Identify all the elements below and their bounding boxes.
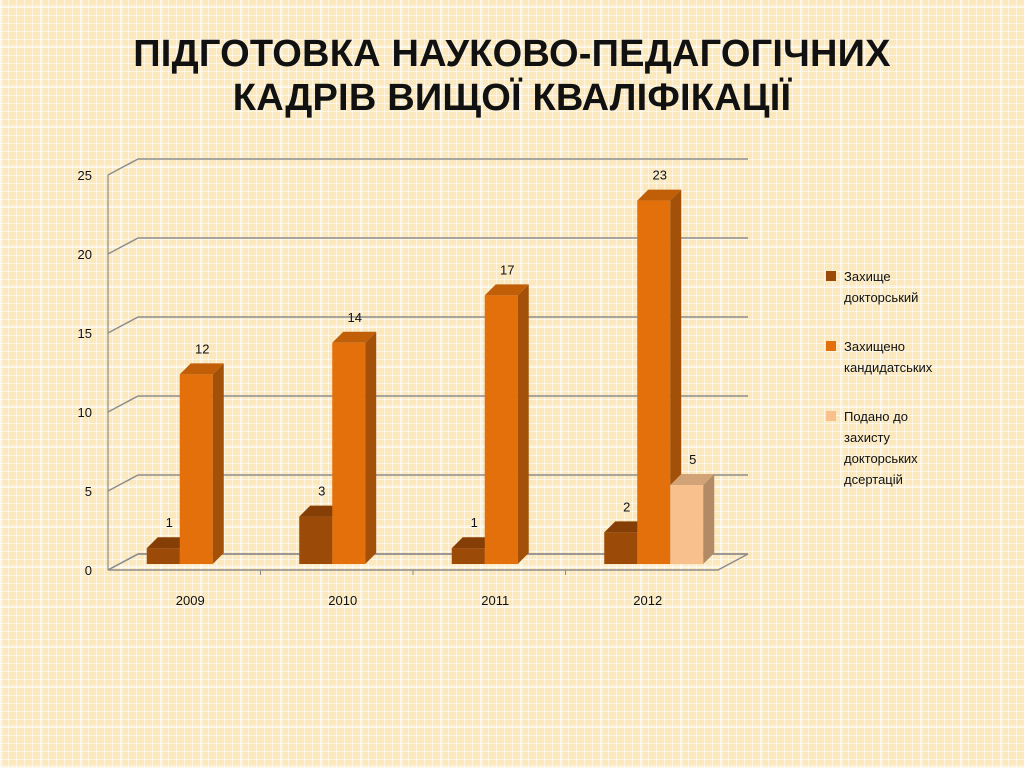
x-tick-label: 2010 — [328, 593, 357, 608]
bar — [179, 374, 213, 564]
bar — [604, 532, 638, 564]
chart-floor — [107, 553, 749, 571]
data-label: 5 — [689, 452, 696, 467]
legend-label: Захище докторський — [844, 269, 919, 305]
bar-top — [637, 189, 682, 201]
data-label: 14 — [348, 310, 362, 325]
legend-swatch — [826, 341, 836, 351]
legend-item: Подано до захисту докторських дсертацій — [826, 406, 986, 490]
legend-item: Захище докторський — [826, 266, 986, 308]
bar — [146, 548, 180, 564]
legend-item: Захищено кандидатських — [826, 336, 986, 378]
bar — [299, 516, 333, 564]
bar — [484, 295, 518, 564]
data-label: 12 — [195, 341, 209, 356]
legend-swatch — [826, 271, 836, 281]
x-tick-label: 2012 — [633, 593, 662, 608]
bar-top — [332, 331, 377, 343]
slide-title: ПІДГОТОВКА НАУКОВО-ПЕДАГОГІЧНИХ КАДРІВ В… — [0, 32, 1024, 120]
y-tick-label: 0 — [85, 563, 92, 578]
bar-side — [703, 474, 715, 564]
y-tick-label: 20 — [78, 247, 92, 262]
gridline-diagonal — [107, 237, 139, 255]
bar-side — [212, 363, 224, 564]
y-tick-label: 25 — [78, 168, 92, 183]
y-tick-label: 5 — [85, 484, 92, 499]
gridline-diagonal — [107, 158, 139, 176]
gridline-diagonal — [107, 316, 139, 334]
bar-top — [670, 474, 715, 485]
y-tick-label: 15 — [78, 326, 92, 341]
bar-side — [517, 284, 529, 564]
title-line-2: КАДРІВ ВИЩОЇ КВАЛІФІКАЦІЇ — [232, 77, 792, 119]
legend-label: Подано до захисту докторських дсертацій — [844, 409, 918, 487]
legend-swatch — [826, 411, 836, 421]
data-label: 2 — [623, 499, 630, 514]
bar-side — [365, 331, 377, 564]
gridline-diagonal — [107, 474, 139, 492]
gridline-diagonal — [107, 395, 139, 413]
legend-label: Захищено кандидатських — [844, 339, 933, 375]
data-label: 3 — [318, 484, 325, 499]
bar — [332, 342, 366, 564]
data-label: 1 — [166, 515, 173, 530]
data-label: 17 — [500, 262, 514, 277]
bar-top — [484, 284, 529, 296]
chart-legend: Захище докторський Захищено кандидатських… — [826, 266, 986, 518]
bar-side — [670, 189, 682, 564]
y-tick-label: 10 — [78, 405, 92, 420]
bar — [637, 200, 671, 564]
x-tick-label: 2011 — [481, 593, 509, 608]
title-line-1: ПІДГОТОВКА НАУКОВО-ПЕДАГОГІЧНИХ — [133, 33, 891, 75]
bar — [670, 485, 704, 564]
data-label: 23 — [653, 168, 667, 183]
x-tick-label: 2009 — [176, 593, 205, 608]
bar-top — [179, 363, 224, 375]
data-label: 1 — [471, 515, 478, 530]
bar — [451, 548, 485, 564]
